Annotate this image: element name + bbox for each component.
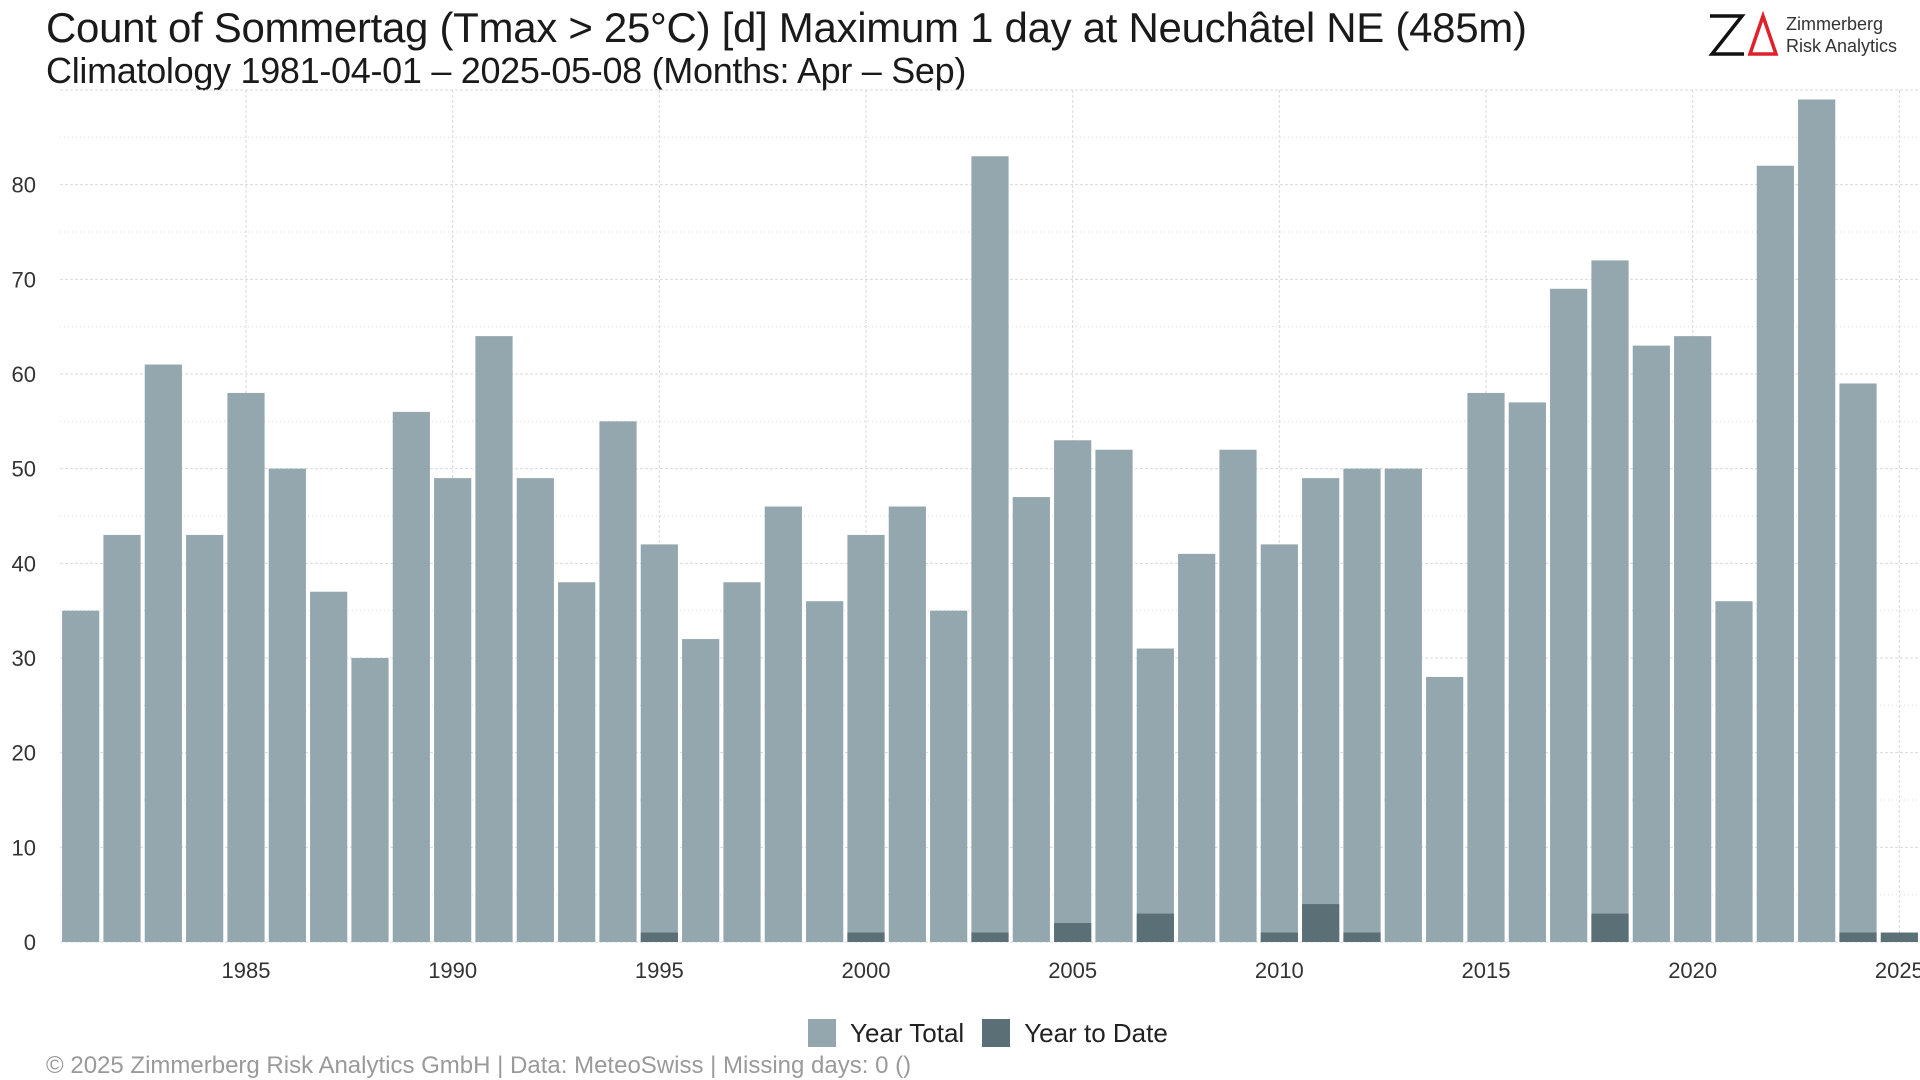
x-tick-label: 1985 [222,958,271,983]
bar-year-total-1988 [351,658,389,942]
legend-swatch-year-to-date [982,1019,1011,1047]
bar-year-total-2007 [1136,648,1174,942]
y-tick-label: 70 [12,267,36,292]
bar-year-total-2021 [1715,601,1753,942]
bar-year-to-date-2007 [1136,913,1174,942]
bar-year-total-2006 [1095,449,1133,942]
bar-year-total-1997 [723,582,761,942]
logo-text-line2: Risk Analytics [1786,36,1898,56]
bar-year-total-1986 [268,468,306,942]
logo-text-line1: Zimmerberg [1786,14,1884,34]
bar-year-total-2020 [1674,336,1712,943]
bar-year-total-2013 [1384,468,1422,942]
za-logo-icon [1708,10,1779,56]
bar-year-total-2012 [1343,468,1381,942]
y-tick-label: 10 [12,835,36,860]
bar-year-to-date-2012 [1343,932,1381,942]
bar-year-to-date-2025 [1880,932,1918,942]
bar-year-total-1995 [640,544,678,942]
x-tick-label: 2010 [1255,958,1304,983]
x-tick-label: 2000 [842,958,891,983]
bar-year-total-1992 [516,478,554,942]
chart-legend: Year Total Year to Date [808,1016,1186,1050]
x-tick-label: 2020 [1668,958,1717,983]
legend-label-year-total: Year Total [850,1017,965,1048]
bar-year-to-date-2003 [971,932,1009,942]
bar-year-total-2011 [1302,478,1340,942]
bar-year-total-1994 [599,421,637,942]
bar-year-total-2018 [1591,260,1629,942]
bar-year-total-2016 [1508,402,1546,942]
y-tick-label: 60 [12,362,36,387]
bar-year-total-2024 [1839,383,1877,942]
bar-year-total-1985 [227,392,265,942]
bar-year-total-2009 [1219,449,1257,942]
bar-year-total-2017 [1550,288,1588,942]
bar-year-total-2015 [1467,392,1505,942]
bar-year-total-2004 [1012,497,1050,942]
bar-year-total-2000 [847,534,885,942]
bar-year-total-2022 [1756,165,1794,942]
y-tick-label: 50 [12,457,36,482]
x-tick-label: 2015 [1462,958,1511,983]
company-logo: Zimmerberg Risk Analytics [1706,10,1906,60]
x-tick-label: 2025 [1875,958,1920,983]
bar-year-total-2005 [1054,440,1092,942]
bar-year-total-1987 [310,591,348,942]
bar-year-total-2002 [930,610,968,942]
bar-year-to-date-2010 [1260,932,1298,942]
bar-year-total-2003 [971,156,1009,942]
bar-year-total-1996 [682,639,720,942]
bar-year-total-1983 [144,364,182,942]
bar-year-total-1993 [558,582,596,942]
bar-year-total-2010 [1260,544,1298,942]
legend-item-year-total: Year Total [808,1018,964,1049]
bar-year-to-date-1995 [640,932,678,942]
legend-label-year-to-date: Year to Date [1024,1017,1168,1048]
y-tick-label: 0 [24,930,36,955]
bar-year-total-1999 [806,601,844,942]
bar-year-total-2019 [1632,345,1670,943]
bar-year-total-2008 [1178,553,1216,942]
bar-year-to-date-2000 [847,932,885,942]
bar-year-total-2001 [888,506,926,942]
bar-year-total-2014 [1426,676,1464,942]
legend-item-year-to-date: Year to Date [982,1018,1168,1049]
chart-title: Count of Sommertag (Tmax > 25°C) [d] Max… [46,4,1527,51]
bar-year-total-1984 [186,534,224,942]
y-tick-label: 80 [12,173,36,198]
bar-year-total-1989 [392,411,430,942]
bar-year-total-1998 [764,506,802,942]
bar-year-total-1981 [62,610,100,942]
y-tick-label: 40 [12,551,36,576]
bar-year-to-date-2018 [1591,913,1629,942]
bar-year-total-2023 [1798,99,1836,942]
chart-subtitle: Climatology 1981-04-01 – 2025-05-08 (Mon… [46,50,967,91]
bar-chart: 0 10 20 30 40 50 60 70 80 1985 1990 1995 2000 2005 201… [12,89,1920,983]
bar-year-to-date-2005 [1054,923,1092,942]
bar-year-total-1990 [434,478,472,942]
footer-credits: © 2025 Zimmerberg Risk Analytics GmbH | … [46,1052,912,1079]
x-tick-label: 1995 [635,958,684,983]
x-tick-label: 2005 [1048,958,1097,983]
legend-swatch-year-total [808,1019,836,1047]
bar-year-total-1991 [475,336,513,943]
bar-year-to-date-2011 [1302,904,1340,942]
bar-year-to-date-2024 [1839,932,1877,942]
y-tick-label: 30 [12,646,36,671]
y-tick-label: 20 [12,741,36,766]
bar-year-total-1982 [103,534,141,942]
x-tick-label: 1990 [428,958,477,983]
